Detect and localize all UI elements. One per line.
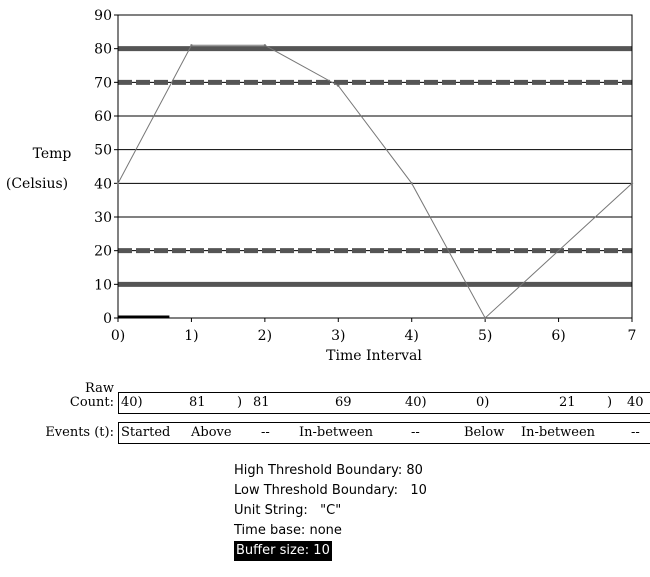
x-tick-label-1: 1) — [184, 328, 198, 344]
x-axis-label: Time Interval — [326, 348, 422, 364]
event-cell-7: -- — [631, 425, 640, 440]
y-tick-labels: 0 10 20 30 40 50 60 70 80 90 — [94, 8, 112, 327]
data-point-6 — [630, 182, 634, 185]
high-threshold-property[interactable]: High Threshold Boundary: 80 — [234, 463, 423, 478]
raw-count-cell-6: 0) — [476, 395, 490, 410]
y-tick-label-50: 50 — [94, 143, 112, 159]
raw-count-row: 40) 81) 81 69 40) 0) 21) 40 — [118, 392, 650, 414]
threshold-layer — [118, 46, 632, 319]
low-threshold-property[interactable]: Low Threshold Boundary: 10 — [234, 483, 427, 498]
x-tick-label-2: 2) — [258, 328, 272, 344]
x-tick-label-6: 6) — [551, 328, 565, 344]
series-line-0 — [117, 44, 633, 319]
x-tick-label-5: 5) — [478, 328, 492, 344]
x-tick-label-0: 0) — [111, 328, 125, 344]
raw-count-cell-0: 40) — [121, 395, 143, 410]
data-point-3 — [337, 84, 340, 87]
event-cell-5: Below — [464, 425, 505, 440]
event-cell-6: In-between — [521, 425, 596, 440]
y-tick-label-80: 80 — [94, 42, 112, 58]
data-point-1 — [190, 44, 193, 47]
axis-layer — [114, 14, 633, 322]
y-tick-label-60: 60 — [94, 109, 112, 125]
event-cell-0: Started — [121, 425, 171, 440]
series-layer — [116, 44, 634, 320]
unit-string-property[interactable]: Unit String: "C" — [234, 503, 342, 518]
raw-count-label: Raw Count: — [40, 382, 114, 410]
raw-count-cell-1: 81 — [189, 395, 206, 410]
buffer-size-property[interactable]: Buffer size: 10 — [234, 541, 332, 561]
data-point-4 — [410, 182, 413, 185]
y-tick-label-20: 20 — [94, 244, 112, 260]
raw-count-label-line1: Raw — [85, 381, 114, 396]
raw-count-cell-7: 21 — [559, 395, 576, 410]
y-axis-label-line2: (Celsius) — [6, 176, 68, 192]
properties-panel: High Threshold Boundary: 80 Low Threshol… — [234, 461, 427, 561]
data-table: Raw Count: 40) 81) 81 69 40) 0) 21) 40 Events (… — [0, 378, 650, 448]
data-point-5 — [483, 316, 487, 320]
x-tick-labels: 0) 1) 2) 3) 4) 5) 6) 7 — [111, 328, 637, 344]
x-tick-label-7: 7 — [628, 328, 637, 344]
event-cell-1: Above — [191, 425, 232, 440]
raw-count-label-line2: Count: — [69, 395, 114, 410]
raw-count-cell-2: ) — [237, 395, 243, 410]
temperature-chart: 0 10 20 30 40 50 60 70 80 90 0) 1) 2) 3) 4) 5) 6) 7 Temp… — [6, 8, 637, 364]
y-tick-label-40: 40 — [94, 176, 112, 192]
event-cell-2: -- — [261, 425, 270, 440]
events-label-text: Events (t): — [45, 425, 114, 440]
raw-count-cell-4: 69 — [335, 395, 352, 410]
y-axis-label-line1: Temp — [33, 146, 72, 162]
plot-frame — [117, 14, 633, 319]
data-point-2 — [263, 44, 267, 47]
event-cell-3: In-between — [299, 425, 374, 440]
y-tick-label-70: 70 — [94, 75, 112, 91]
events-row: Started Above -- In-between -- Below In-betwee… — [118, 422, 650, 444]
x-tick-label-4: 4) — [405, 328, 419, 344]
y-tick-label-90: 90 — [94, 8, 112, 24]
time-base-property[interactable]: Time base: none — [234, 523, 342, 538]
events-label: Events (t): — [10, 426, 114, 440]
y-tick-label-10: 10 — [94, 277, 112, 293]
raw-count-cell-5: 40) — [405, 395, 427, 410]
raw-count-cell-9: 40 — [627, 395, 644, 410]
data-point-0 — [116, 182, 120, 185]
y-tick-label-0: 0 — [103, 311, 112, 327]
y-tick-label-30: 30 — [94, 210, 112, 226]
raw-count-cell-8: ) — [607, 395, 613, 410]
event-cell-4: -- — [411, 425, 420, 440]
raw-count-cell-3: 81 — [253, 395, 270, 410]
x-tick-label-3: 3) — [331, 328, 345, 344]
